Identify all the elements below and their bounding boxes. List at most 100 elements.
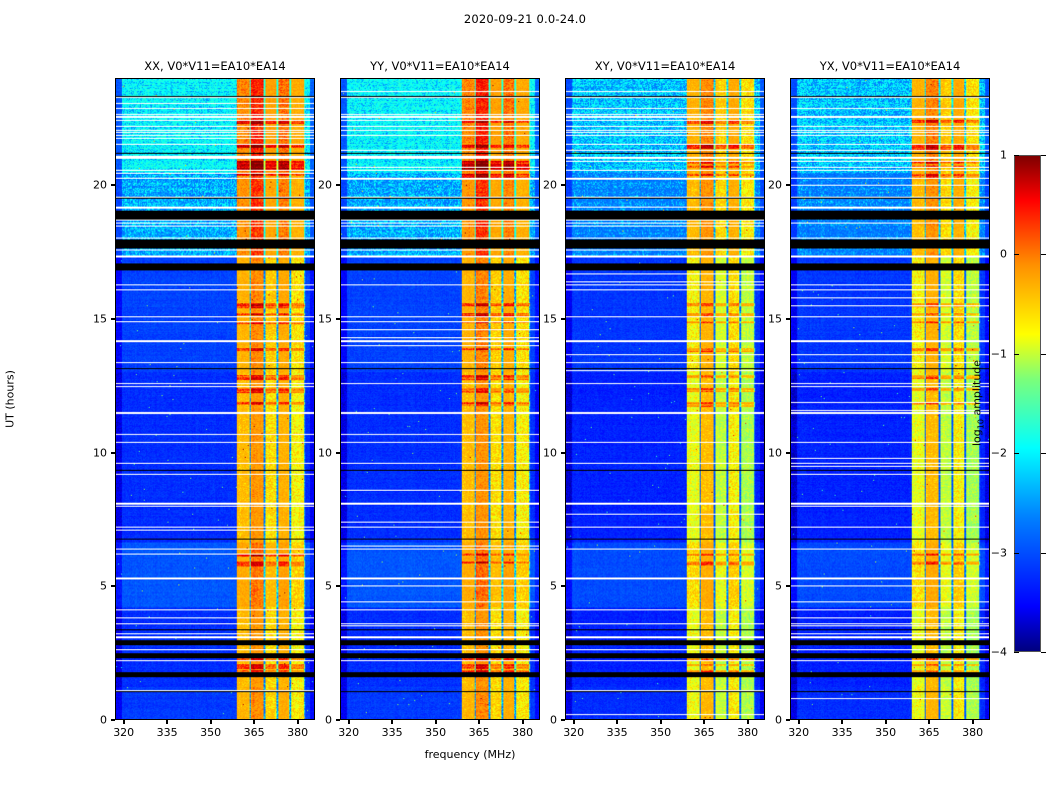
x-tick-label: 380 <box>512 726 534 739</box>
x-tick-mark <box>746 720 749 724</box>
colorbar-tick-label: −4 <box>990 645 1007 659</box>
spectrogram-panel-xx[interactable]: XX, V0*V11=EA10*EA14 320 335 350 365 380 0 5 10 1… <box>93 59 315 739</box>
x-tick-label: 320 <box>338 726 360 739</box>
y-tick-mark <box>786 585 790 588</box>
y-tick-mark <box>561 184 565 186</box>
colorbar-tick-label: −2 <box>990 446 1007 460</box>
colorbar-tick-label: −1 <box>990 347 1007 361</box>
x-tick-label: 365 <box>693 726 715 739</box>
colorbar-tick-mark <box>1041 453 1046 455</box>
x-tick-mark <box>659 720 662 724</box>
y-tick-mark <box>111 451 115 454</box>
spectrogram-panel-yx[interactable]: YX, V0*V11=EA10*EA14 320 335 350 365 380 0 5 10 1… <box>768 59 990 739</box>
y-tick-label: 5 <box>325 579 332 593</box>
x-axis-ticks-xx: 320 335 350 365 380 <box>113 720 315 750</box>
y-tick-label: 5 <box>775 579 782 593</box>
colorbar-gradient <box>1014 155 1041 652</box>
y-tick-label: 20 <box>543 178 557 192</box>
x-tick-label: 335 <box>381 726 403 739</box>
x-tick-label: 380 <box>737 726 759 739</box>
y-tick-label: 5 <box>550 579 557 593</box>
y-tick-mark <box>336 317 340 320</box>
colorbar-tick-label: 1 <box>1000 148 1007 162</box>
x-tick-label: 335 <box>606 726 628 739</box>
y-tick-label: 20 <box>318 178 332 192</box>
spectrogram-panel-yy[interactable]: YY, V0*V11=EA10*EA14 320 335 350 365 380 0 5 10 1… <box>318 59 540 739</box>
x-axis-ticks-yx: 320 335 350 365 380 <box>788 720 990 750</box>
colorbar-tick-label: 0 <box>1000 247 1007 261</box>
x-tick-mark <box>296 720 299 724</box>
y-tick-mark <box>786 719 790 721</box>
x-tick-mark <box>971 720 974 724</box>
colorbar-label-rest: amplitude <box>970 359 984 420</box>
colorbar-label-sub: 10 <box>976 419 986 430</box>
panel-title-yx: YX, V0*V11=EA10*EA14 <box>819 59 961 73</box>
y-tick-label: 15 <box>543 312 557 326</box>
x-tick-mark <box>572 720 575 724</box>
x-tick-label: 365 <box>918 726 940 739</box>
x-tick-label: 335 <box>831 726 853 739</box>
colorbar-label-base: log <box>970 429 984 447</box>
panel-title-xx: XX, V0*V11=EA10*EA14 <box>144 59 286 73</box>
colorbar-tick-mark-inner <box>1014 353 1019 355</box>
x-tick-mark <box>166 720 169 724</box>
colorbar-tick-mark-inner <box>1014 453 1019 455</box>
colorbar-tick-mark <box>1041 652 1046 653</box>
spectrogram-panel-xy[interactable]: XY, V0*V11=EA10*EA14 320 335 350 365 380 0 5 10 1… <box>543 59 765 739</box>
x-tick-mark <box>884 720 887 724</box>
y-tick-label: 10 <box>543 446 557 459</box>
x-tick-label: 365 <box>243 726 265 739</box>
colorbar[interactable]: −4 −3 −2 −1 0 1 log10 amplitude <box>970 149 1046 659</box>
y-tick-label: 15 <box>768 312 782 326</box>
x-axis-label: frequency (MHz) <box>424 748 516 761</box>
colorbar-tick-mark-inner <box>1014 254 1019 256</box>
y-tick-label: 20 <box>768 178 782 192</box>
heatmap-canvas-xx <box>116 79 314 719</box>
y-tick-label: 15 <box>318 312 332 326</box>
x-tick-mark <box>253 720 256 724</box>
colorbar-tick-label: −3 <box>990 546 1007 560</box>
x-tick-mark <box>347 720 350 724</box>
y-tick-label: 15 <box>93 312 107 326</box>
plot-area-xx[interactable] <box>115 78 315 720</box>
x-tick-label: 320 <box>563 726 585 739</box>
y-tick-label: 10 <box>768 446 782 459</box>
x-tick-mark <box>616 720 619 724</box>
y-tick-label: 0 <box>325 713 332 727</box>
plot-area-xy[interactable] <box>565 78 765 720</box>
x-tick-label: 350 <box>200 726 222 739</box>
colorbar-tick-mark <box>1041 254 1046 256</box>
x-axis-ticks-xy: 320 335 350 365 380 <box>563 720 765 750</box>
x-tick-mark <box>209 720 212 724</box>
x-axis-ticks-yy: 320 335 350 365 380 <box>338 720 540 750</box>
y-tick-mark <box>561 585 565 588</box>
panel-title-xy: XY, V0*V11=EA10*EA14 <box>594 59 736 73</box>
y-tick-mark <box>561 719 565 721</box>
figure-suptitle: 2020-09-21 0.0-24.0 <box>463 12 587 26</box>
x-tick-label: 335 <box>156 726 178 739</box>
colorbar-label: log10 amplitude <box>970 360 985 446</box>
x-tick-mark <box>391 720 394 724</box>
x-tick-label: 320 <box>113 726 135 739</box>
y-tick-mark <box>111 317 115 320</box>
x-tick-mark <box>521 720 524 724</box>
heatmap-canvas-xy <box>566 79 764 719</box>
y-tick-label: 10 <box>93 446 107 459</box>
y-tick-mark <box>336 585 340 588</box>
x-tick-mark <box>478 720 481 724</box>
y-tick-mark <box>336 719 340 721</box>
plot-area-yx[interactable] <box>790 78 990 720</box>
x-tick-label: 350 <box>425 726 447 739</box>
y-tick-label: 5 <box>100 579 107 593</box>
x-tick-label: 380 <box>287 726 309 739</box>
plot-area-yy[interactable] <box>340 78 540 720</box>
x-tick-label: 350 <box>875 726 897 739</box>
y-tick-label: 10 <box>318 446 332 459</box>
y-tick-mark <box>561 317 565 320</box>
x-tick-mark <box>797 720 800 724</box>
y-axis-label: UT (hours) <box>3 370 17 428</box>
colorbar-tick-mark-inner <box>1014 155 1019 156</box>
y-tick-mark <box>561 451 565 454</box>
x-tick-label: 380 <box>962 726 984 739</box>
y-tick-label: 0 <box>100 713 107 727</box>
